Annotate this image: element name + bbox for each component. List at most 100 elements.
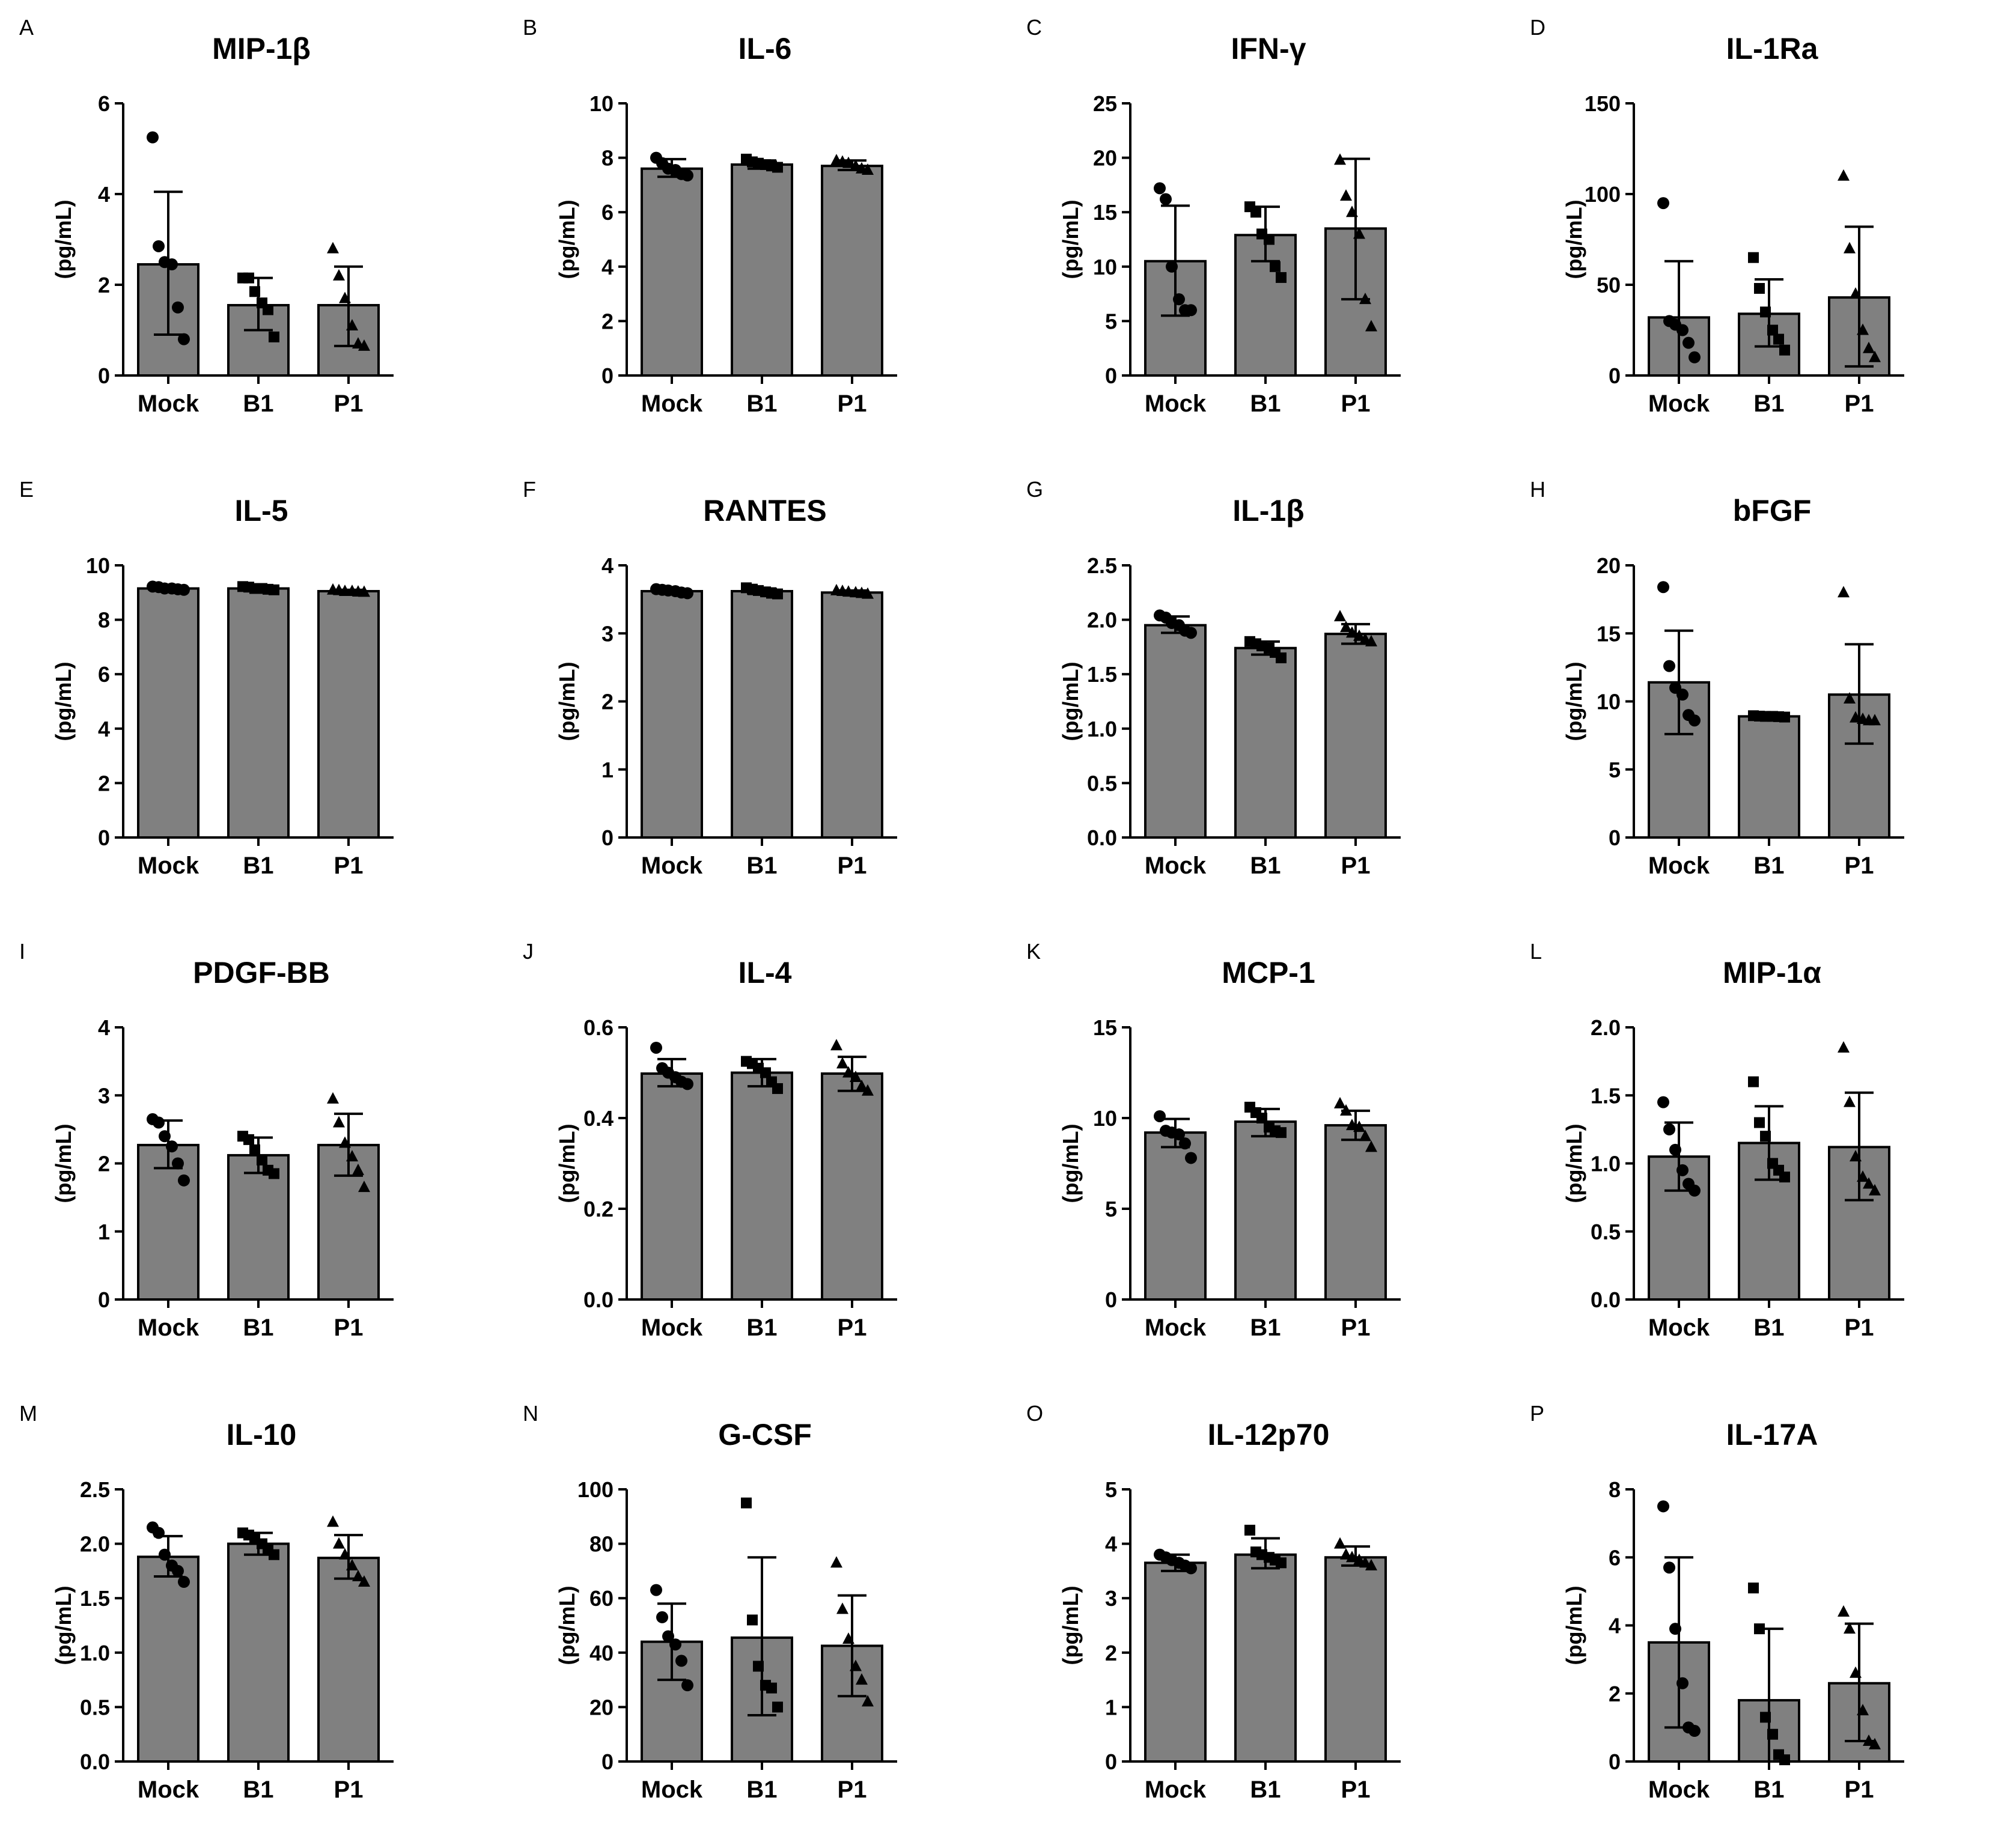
data-point-circle: [1154, 1110, 1166, 1122]
chart-title: G-CSF: [718, 1418, 812, 1451]
y-axis-label: (pg/mL): [1058, 1586, 1083, 1665]
data-point-triangle: [339, 1136, 351, 1148]
x-tick-label: B1: [1753, 1777, 1784, 1803]
y-tick-label: 6: [1609, 1545, 1621, 1570]
data-point-circle: [166, 258, 178, 271]
data-point-square: [766, 1682, 777, 1694]
data-point-triangle: [1353, 227, 1365, 239]
data-point-triangle: [836, 1602, 848, 1614]
y-tick-label: 1.0: [1087, 717, 1117, 741]
chart-svg: I PDGF-BB (pg/mL) 0 1 2 3 4 Mock B1 P1: [19, 939, 394, 1341]
y-tick-label: 20: [589, 1695, 614, 1719]
data-point-circle: [147, 131, 159, 144]
data-point-square: [1760, 1712, 1771, 1723]
y-axis-label: (pg/mL): [51, 200, 76, 279]
data-point-triangle: [842, 1066, 854, 1078]
y-tick-label: 5: [1105, 309, 1117, 333]
data-point-square: [1264, 234, 1274, 245]
panel-letter: I: [19, 939, 25, 964]
y-tick-label: 0.0: [1591, 1287, 1621, 1312]
y-tick-label: 0: [601, 1749, 614, 1774]
chart-panel-n: N G-CSF (pg/mL) 0 20 40 60 80 100 Mock B1 P1: [504, 1386, 1007, 1848]
data-point-circle: [1179, 1137, 1191, 1150]
chart-title: MIP-1α: [1723, 956, 1821, 989]
data-point-square: [1779, 1754, 1790, 1766]
y-tick-label: 0.2: [583, 1197, 614, 1221]
y-tick-label: 50: [1597, 273, 1621, 297]
y-tick-label: 0: [601, 363, 614, 388]
data-point-square: [747, 1614, 758, 1626]
data-point-square: [1276, 272, 1287, 283]
data-point-circle: [159, 1130, 171, 1143]
data-point-square: [249, 1144, 260, 1155]
x-tick-label: B1: [746, 1315, 777, 1341]
data-point-circle: [681, 1679, 693, 1692]
data-point-circle: [1166, 260, 1178, 273]
data-point-circle: [178, 583, 190, 596]
x-tick-label: P1: [334, 1777, 364, 1803]
panel-letter: M: [19, 1401, 37, 1426]
x-tick-label: B1: [243, 1777, 273, 1803]
data-point-triangle: [862, 1695, 874, 1707]
panel-letter: P: [1530, 1401, 1544, 1426]
data-point-square: [1779, 711, 1790, 723]
x-tick-label: B1: [243, 1315, 273, 1341]
y-tick-label: 1.0: [1591, 1152, 1621, 1176]
bar-b1: [227, 587, 290, 839]
y-tick-label: 2.0: [1591, 1015, 1621, 1040]
data-point-square: [772, 1701, 783, 1713]
data-point-triangle: [1334, 610, 1346, 622]
x-tick-label: P1: [334, 391, 364, 417]
data-point-circle: [650, 1584, 662, 1596]
y-tick-label: 4: [98, 1015, 110, 1040]
y-tick-label: 1.5: [80, 1586, 110, 1611]
chart-panel-b: B IL-6 (pg/mL) 0 2 4 6 8 10 Mock B1 P1: [504, 0, 1007, 462]
data-point-triangle: [1869, 1184, 1881, 1196]
data-point-circle: [650, 1041, 662, 1054]
data-point-triangle: [1869, 1737, 1881, 1749]
data-point-square: [1760, 306, 1771, 318]
y-tick-label: 10: [1597, 690, 1621, 714]
data-point-square: [1276, 1557, 1287, 1569]
data-point-square: [1256, 1113, 1267, 1123]
data-point-circle: [656, 1611, 668, 1623]
data-point-circle: [1160, 193, 1172, 205]
y-tick-label: 0: [1609, 1749, 1621, 1774]
bar-p1: [317, 1557, 380, 1763]
y-tick-label: 150: [1585, 91, 1621, 116]
data-point-circle: [1185, 627, 1197, 639]
y-axis-label: (pg/mL): [1562, 1124, 1586, 1203]
y-tick-label: 1.5: [1591, 1083, 1621, 1108]
y-tick-label: 0.6: [583, 1015, 614, 1040]
data-point-circle: [178, 1576, 190, 1588]
data-point-triangle: [1869, 350, 1881, 362]
y-tick-label: 0.5: [80, 1695, 110, 1719]
x-tick-label: B1: [1250, 1777, 1281, 1803]
data-point-circle: [1173, 293, 1185, 306]
data-point-circle: [172, 1564, 184, 1577]
x-tick-label: Mock: [641, 1777, 703, 1803]
y-axis-label: (pg/mL): [1562, 1586, 1586, 1665]
data-point-circle: [153, 240, 165, 252]
data-point-triangle: [1844, 1622, 1856, 1634]
data-point-triangle: [842, 585, 854, 597]
y-tick-label: 0: [1609, 363, 1621, 388]
x-tick-label: Mock: [1145, 1315, 1207, 1341]
x-tick-label: B1: [1753, 391, 1784, 417]
data-point-circle: [1676, 1677, 1689, 1689]
chart-title: bFGF: [1733, 494, 1812, 527]
data-point-triangle: [1346, 1119, 1358, 1131]
chart-svg: K MCP-1 (pg/mL) 0 5 10 15 Mock B1 P1: [1026, 939, 1401, 1341]
data-point-triangle: [327, 242, 339, 254]
panel-letter: J: [523, 939, 534, 964]
x-tick-label: B1: [1250, 853, 1281, 879]
y-tick-label: 4: [98, 717, 110, 741]
data-point-square: [243, 272, 254, 284]
data-point-circle: [669, 1638, 681, 1651]
data-point-circle: [1657, 1096, 1669, 1108]
data-point-triangle: [1863, 1734, 1875, 1746]
y-tick-label: 1: [1105, 1695, 1117, 1719]
y-tick-label: 1.5: [1087, 662, 1117, 687]
panel-letter: K: [1026, 939, 1041, 964]
